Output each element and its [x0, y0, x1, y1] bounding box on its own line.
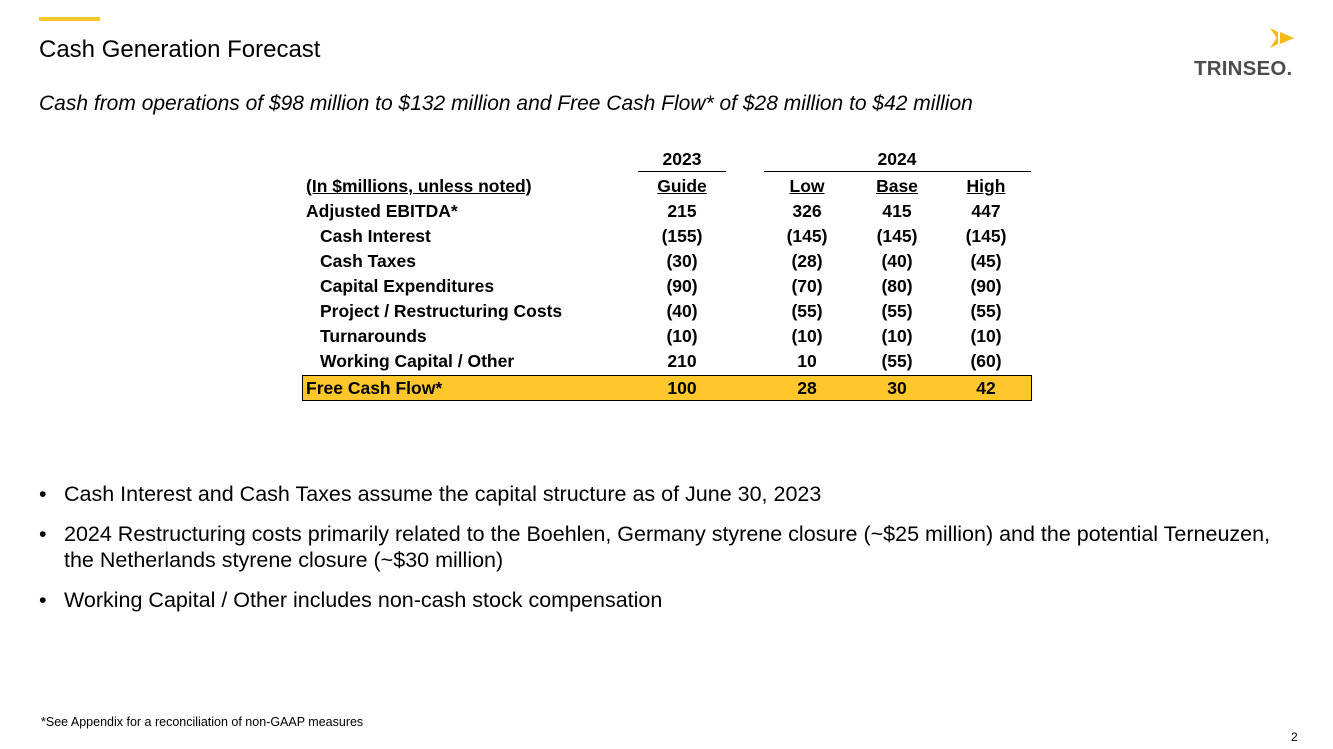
row-label-capital-expenditures: Capital Expenditures	[320, 276, 495, 296]
row-label-adjusted-ebitda: Adjusted EBITDA*	[306, 201, 458, 221]
row-label-cash-interest: Cash Interest	[320, 226, 431, 246]
value-cell: (30)	[666, 251, 698, 271]
notes-bullet-list: • Cash Interest and Cash Taxes assume the…	[39, 481, 1299, 627]
logo-suffix: .	[1286, 57, 1293, 80]
bullet-item: • 2024 Restructuring costs primarily rela…	[39, 521, 1299, 573]
logo-mark-icon	[1270, 28, 1294, 48]
year-2023-header: 2023	[662, 149, 702, 169]
free-cash-flow-highlight	[302, 375, 1032, 401]
cash-forecast-table: 2023 2024 (In $millions, unless noted) G…	[302, 148, 1032, 402]
page-number: 2	[1291, 730, 1298, 744]
year-2024-header: 2024	[877, 149, 917, 169]
column-header-high: High	[966, 176, 1006, 196]
value-cell: (28)	[791, 251, 823, 271]
value-cell: (55)	[970, 301, 1002, 321]
value-cell: 215	[667, 201, 697, 221]
trinseo-logo: TRINSEO.	[1192, 26, 1302, 82]
row-label-working-capital-other: Working Capital / Other	[320, 351, 515, 371]
value-cell: (55)	[791, 301, 823, 321]
bullet-item: • Working Capital / Other includes non-ca…	[39, 587, 1299, 613]
year-2023-rule	[638, 171, 726, 172]
year-2024-rule	[764, 171, 1031, 172]
value-cell: (145)	[876, 226, 918, 246]
value-cell: (145)	[786, 226, 828, 246]
value-cell: 415	[882, 201, 912, 221]
row-label-turnarounds: Turnarounds	[320, 326, 427, 346]
value-cell: 100	[667, 378, 697, 398]
bullet-dot: •	[39, 588, 47, 612]
row-label-free-cash-flow: Free Cash Flow*	[306, 378, 443, 398]
value-cell: (70)	[791, 276, 823, 296]
value-cell: (155)	[661, 226, 703, 246]
footnote: *See Appendix for a reconciliation of no…	[41, 715, 364, 729]
page-subtitle: Cash from operations of $98 million to $…	[39, 92, 973, 115]
row-header-label: (In $millions, unless noted)	[306, 176, 532, 196]
bullet-dot: •	[39, 522, 47, 546]
column-header-low: Low	[789, 176, 825, 196]
bullet-text: Working Capital / Other includes non-cas…	[64, 588, 663, 612]
bullet-dot: •	[39, 482, 47, 506]
value-cell: (80)	[881, 276, 913, 296]
value-cell: 326	[792, 201, 822, 221]
value-cell: 30	[887, 378, 907, 398]
value-cell: 447	[971, 201, 1001, 221]
column-header-guide: Guide	[657, 176, 707, 196]
row-label-cash-taxes: Cash Taxes	[320, 251, 416, 271]
column-header-base: Base	[876, 176, 918, 196]
value-cell: 42	[976, 378, 996, 398]
value-cell: 210	[667, 351, 697, 371]
value-cell: (10)	[666, 326, 698, 346]
row-label-project-restructuring-costs: Project / Restructuring Costs	[320, 301, 563, 321]
logo-wordmark: TRINSEO.	[1194, 57, 1292, 81]
value-cell: (60)	[970, 351, 1002, 371]
bullet-text: 2024 Restructuring costs primarily relat…	[64, 522, 1271, 572]
value-cell: (45)	[970, 251, 1002, 271]
value-cell: 28	[797, 378, 817, 398]
bullet-text: Cash Interest and Cash Taxes assume the …	[64, 482, 822, 506]
value-cell: (10)	[791, 326, 823, 346]
bullet-item: • Cash Interest and Cash Taxes assume the…	[39, 481, 1299, 507]
value-cell: (40)	[666, 301, 698, 321]
value-cell: (10)	[881, 326, 913, 346]
value-cell: (90)	[970, 276, 1002, 296]
value-cell: (55)	[881, 351, 913, 371]
value-cell: (40)	[881, 251, 913, 271]
value-cell: (55)	[881, 301, 913, 321]
value-cell: (145)	[965, 226, 1007, 246]
value-cell: (90)	[666, 276, 698, 296]
value-cell: (10)	[970, 326, 1002, 346]
value-cell: 10	[797, 351, 817, 371]
page-title: Cash Generation Forecast	[39, 36, 321, 63]
logo-text: TRINSEO	[1194, 57, 1287, 80]
title-accent-bar	[39, 17, 100, 21]
